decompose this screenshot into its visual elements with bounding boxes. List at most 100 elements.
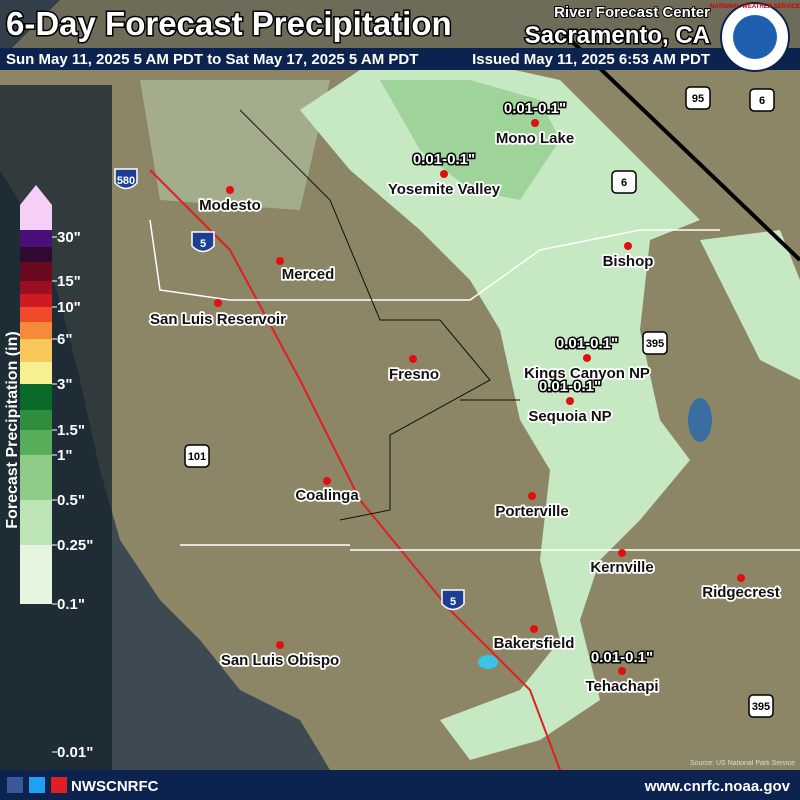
legend-band — [20, 410, 52, 430]
highway-number: 395 — [646, 338, 664, 350]
precip-light — [300, 60, 700, 760]
subtitle-bar — [0, 48, 800, 70]
header-band — [0, 0, 800, 48]
legend-label: 0.5" — [57, 492, 85, 509]
legend-title: Forecast Precipitation (in) — [4, 331, 21, 528]
legend-label: 1.5" — [57, 422, 85, 439]
logo-center — [733, 15, 777, 59]
website[interactable]: www.cnrfc.noaa.gov — [644, 778, 791, 795]
highway-number: 395 — [752, 701, 770, 713]
legend-band — [20, 362, 52, 384]
lake — [688, 398, 712, 442]
city-label: Fresno — [389, 366, 439, 383]
legend-label: 15" — [57, 273, 81, 290]
boundary — [149, 219, 800, 551]
legend-arrow — [20, 185, 52, 230]
us-shield — [184, 444, 210, 468]
city-label: San Luis Reservoir — [150, 311, 286, 328]
source: Source: US National Park Service — [690, 760, 795, 767]
city-label: Kernville — [590, 559, 653, 576]
interstate-shield — [441, 589, 465, 611]
precip-medium — [380, 80, 560, 200]
legend-label: 10" — [57, 299, 81, 316]
city-dot — [566, 397, 574, 405]
city-dot — [531, 119, 539, 127]
city-dot — [214, 299, 222, 307]
city-label: San Luis Obispo — [221, 652, 339, 669]
center: River Forecast Center — [554, 4, 710, 21]
city-label: Coalinga — [295, 487, 359, 504]
period: Sun May 11, 2025 5 AM PDT to Sat May 17,… — [6, 51, 418, 68]
legend-band — [20, 384, 52, 410]
legend-band — [20, 262, 52, 281]
facebook-icon[interactable] — [7, 777, 23, 793]
city-label: Modesto — [199, 197, 261, 214]
city-label: Ridgecrest — [702, 584, 780, 601]
amount-label: 0.01-0.1" — [539, 378, 601, 395]
city-label: Yosemite Valley — [388, 181, 501, 198]
youtube-icon[interactable] — [51, 777, 67, 793]
us-shield — [749, 88, 775, 112]
us-shield — [685, 86, 711, 110]
legend-band — [20, 307, 52, 322]
city-dot — [618, 667, 626, 675]
legend-label: 0.01" — [57, 744, 93, 761]
precip-light — [700, 230, 800, 380]
city-dot — [276, 641, 284, 649]
city-dot — [528, 492, 536, 500]
highway-number: 6 — [759, 95, 765, 107]
legend-label: 30" — [57, 229, 81, 246]
legend-band — [20, 247, 52, 262]
social-handle[interactable]: NWSCNRFC — [71, 778, 159, 795]
legend-label: 6" — [57, 331, 72, 348]
amount-label: 0.01-0.1" — [556, 335, 618, 352]
legend-band — [20, 230, 52, 247]
amount-label: 0.01-0.1" — [591, 649, 653, 666]
city-dot — [583, 354, 591, 362]
legend-band — [20, 545, 52, 604]
legend-label: 0.1" — [57, 596, 85, 613]
city-label: Bakersfield — [494, 635, 575, 652]
amount-label: 0.01-0.1" — [413, 151, 475, 168]
interstate-shield — [114, 168, 138, 190]
office: Sacramento, CA — [525, 22, 710, 49]
city-dot — [276, 257, 284, 265]
city-dot — [226, 186, 234, 194]
city-dot — [440, 170, 448, 178]
highway-number: 101 — [188, 451, 206, 463]
us-shield — [611, 170, 637, 194]
legend-band — [20, 500, 52, 545]
lake — [478, 655, 498, 669]
city-dot — [530, 625, 538, 633]
legend-band — [20, 455, 52, 500]
highway-number: 6 — [621, 177, 627, 189]
city-dot — [618, 549, 626, 557]
legend-band — [20, 294, 52, 307]
interstate-shield — [191, 231, 215, 253]
highway-number: 95 — [692, 93, 704, 105]
city-label: Kings Canyon NP — [524, 365, 650, 382]
legend-band — [20, 322, 52, 339]
city-dot — [409, 355, 417, 363]
interstate-route — [149, 169, 561, 771]
logo-text: NATIONAL WEATHER SERVICE — [710, 4, 800, 10]
city-dot — [624, 242, 632, 250]
legend-panel — [0, 85, 112, 770]
city-label: Sequoia NP — [528, 408, 611, 425]
us-shield — [642, 331, 668, 355]
legend-band — [20, 281, 52, 294]
twitter-icon[interactable] — [29, 777, 45, 793]
footer-bar — [0, 770, 800, 800]
highway-number: 580 — [117, 175, 135, 187]
highway-number: 5 — [200, 238, 206, 250]
city-label: Bishop — [603, 253, 654, 270]
amount-label: 0.01-0.1" — [504, 100, 566, 117]
city-label: Mono Lake — [496, 130, 574, 147]
legend-band — [20, 339, 52, 362]
legend-band — [20, 430, 52, 455]
legend-label: 3" — [57, 376, 72, 393]
highway-number: 5 — [450, 596, 456, 608]
title: 6-Day Forecast Precipitation — [6, 5, 452, 42]
city-dot — [737, 574, 745, 582]
